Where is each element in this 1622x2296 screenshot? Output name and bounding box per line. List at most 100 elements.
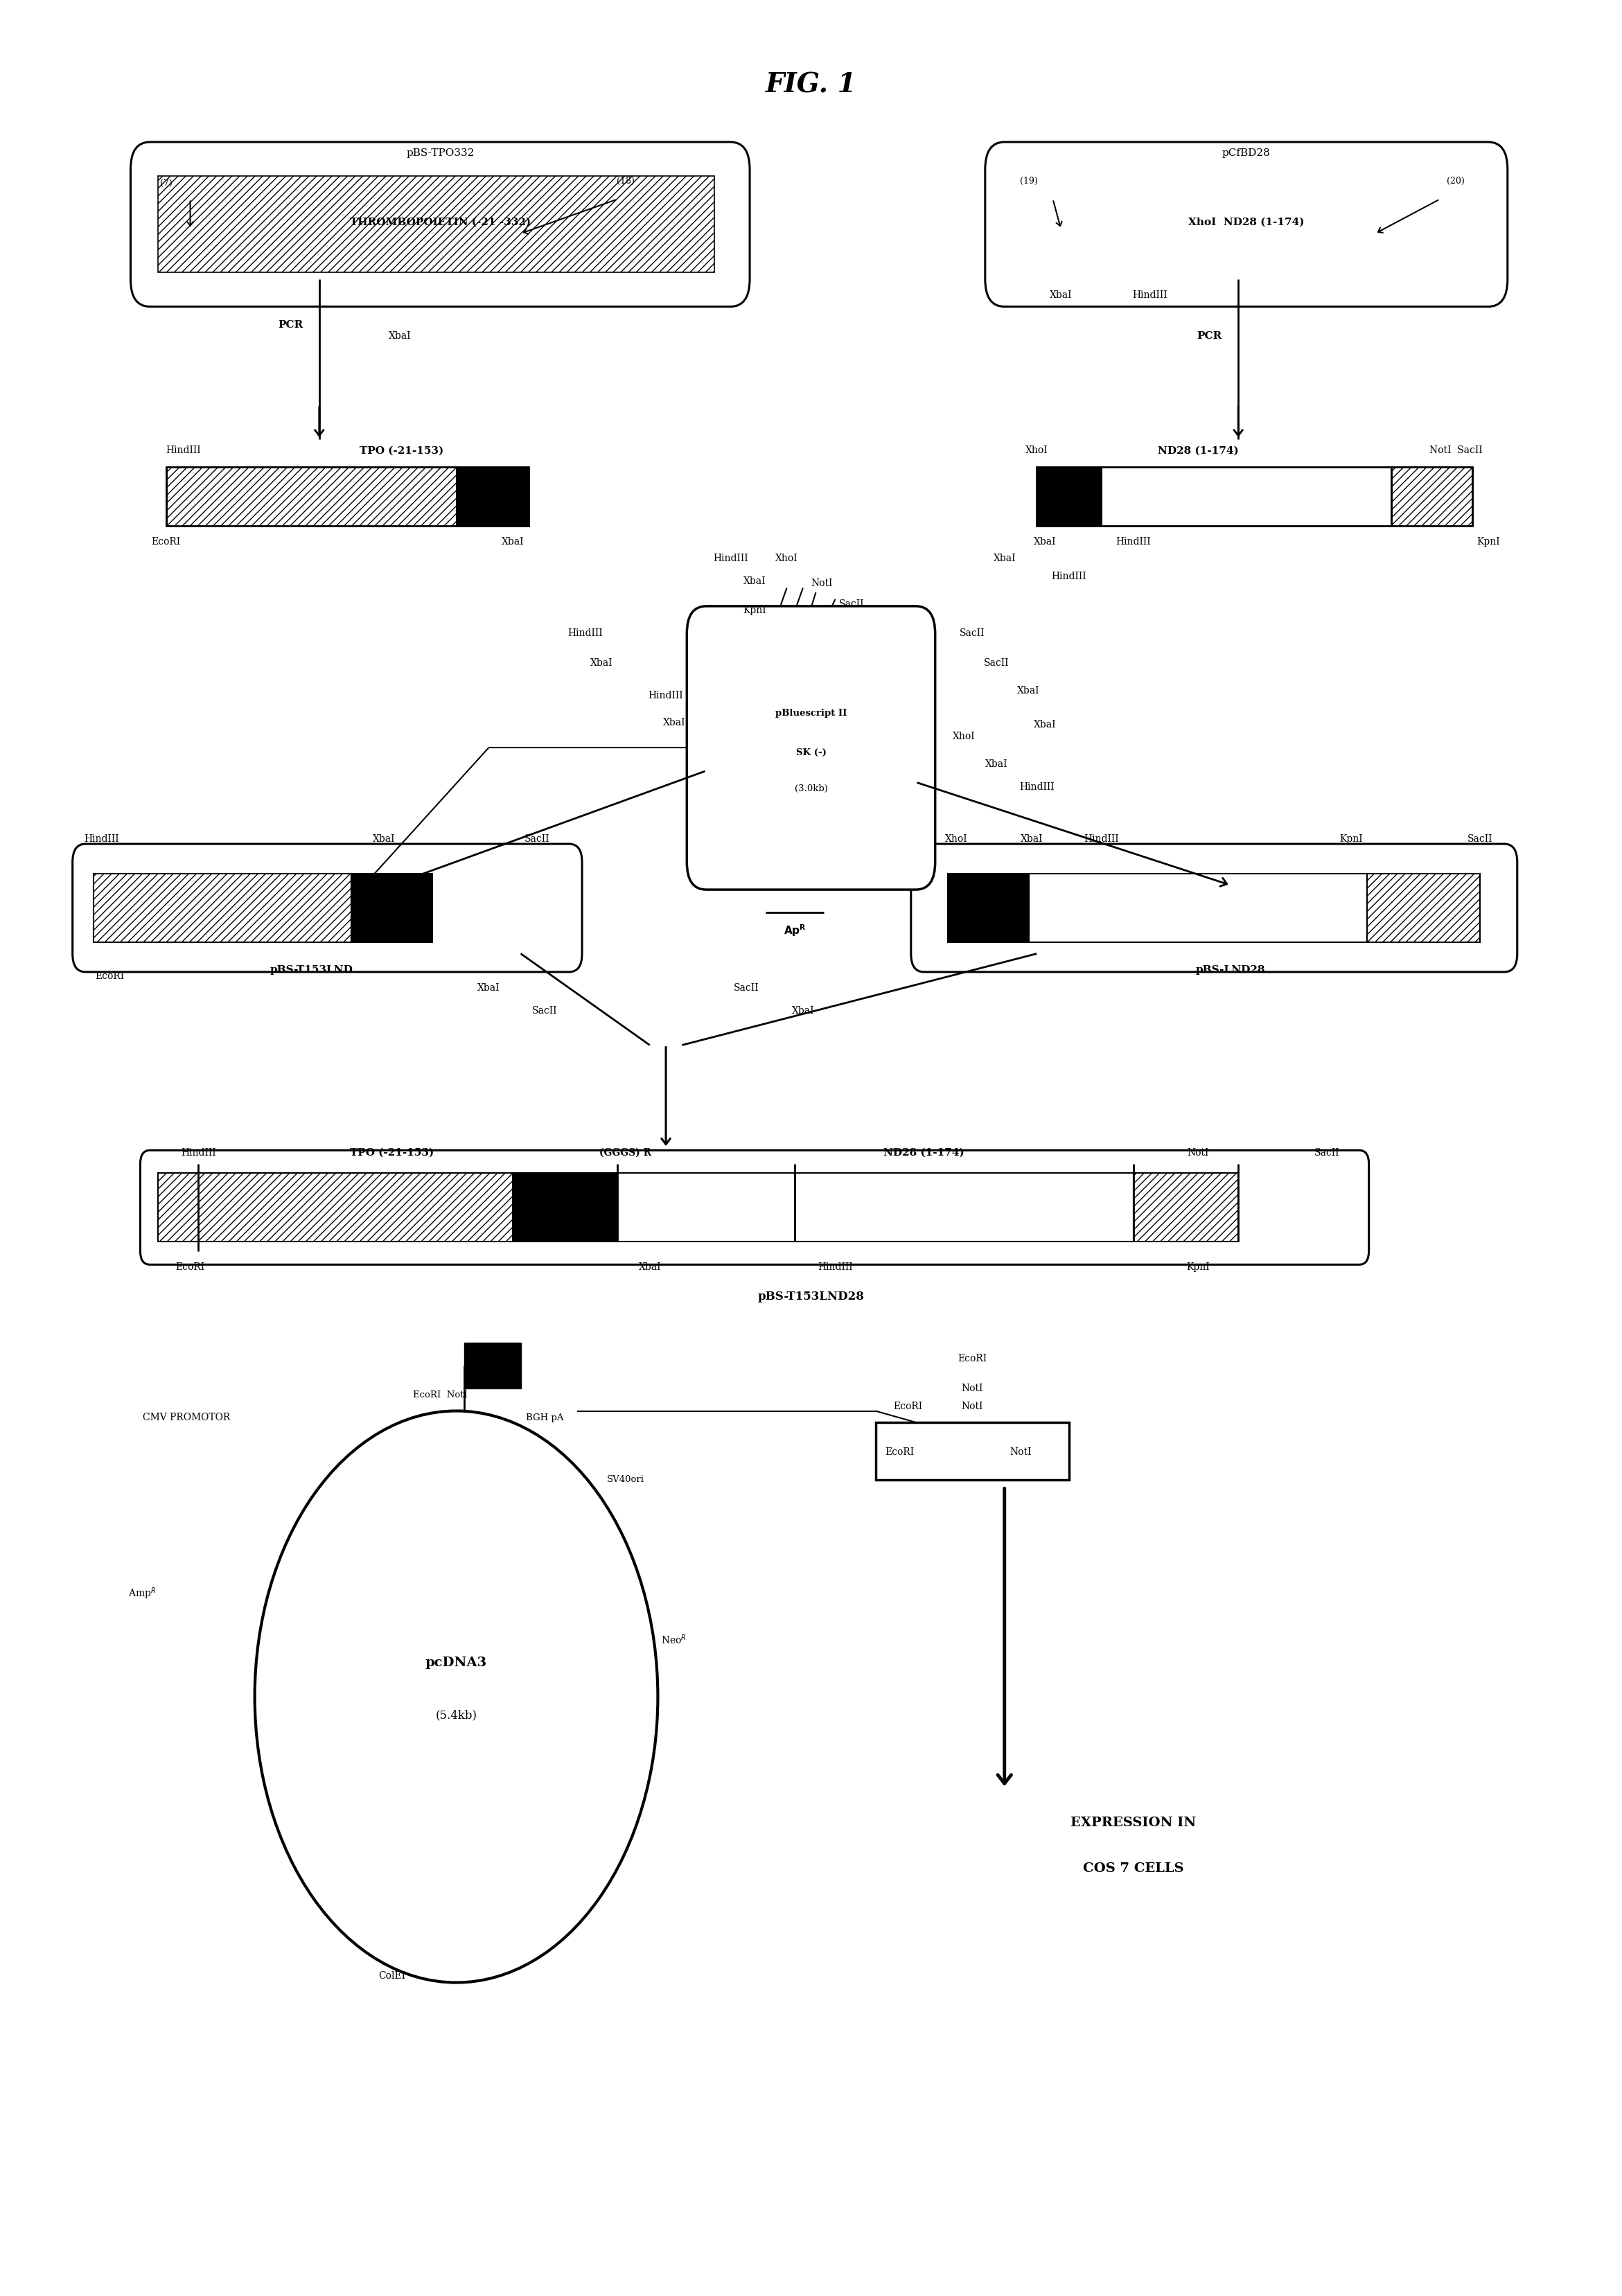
Bar <box>157 1173 513 1242</box>
Text: COS 7 CELLS: COS 7 CELLS <box>1083 1862 1184 1874</box>
Text: XhoI: XhoI <box>952 732 975 742</box>
Text: (3.0kb): (3.0kb) <box>795 785 827 794</box>
Text: (18): (18) <box>616 177 634 186</box>
Text: (19): (19) <box>1020 177 1038 186</box>
Text: XbaI: XbaI <box>639 1263 662 1272</box>
Text: NotI: NotI <box>1011 1446 1032 1458</box>
Text: NotI: NotI <box>1187 1148 1208 1157</box>
Text: XbaI: XbaI <box>477 983 500 992</box>
Text: XbaI: XbaI <box>792 1006 814 1015</box>
Bar <box>1017 177 1473 273</box>
Text: HindIII: HindIII <box>817 1263 853 1272</box>
Text: ColEI: ColEI <box>378 1970 406 1981</box>
Text: EcoRI: EcoRI <box>894 1401 923 1412</box>
Text: FIG. 1: FIG. 1 <box>766 71 856 99</box>
Text: (5.4kb): (5.4kb) <box>435 1708 477 1722</box>
Text: TPO (-21-153): TPO (-21-153) <box>350 1148 433 1157</box>
Text: (20): (20) <box>1447 177 1465 186</box>
Text: CMV PROMOTOR: CMV PROMOTOR <box>143 1412 230 1424</box>
FancyBboxPatch shape <box>139 1150 1369 1265</box>
Text: XhoI: XhoI <box>775 553 798 563</box>
Text: PCR: PCR <box>1197 331 1221 342</box>
Text: EcoRI: EcoRI <box>96 971 125 980</box>
Text: EcoRI  NotI: EcoRI NotI <box>414 1391 467 1401</box>
FancyBboxPatch shape <box>73 845 582 971</box>
Text: pcDNA3: pcDNA3 <box>425 1655 487 1669</box>
Text: pBS-TPO332: pBS-TPO332 <box>406 149 474 158</box>
Text: SacII: SacII <box>985 659 1009 668</box>
Text: NotI: NotI <box>962 1382 983 1394</box>
Text: XhoI: XhoI <box>1025 445 1048 455</box>
Text: SacII: SacII <box>960 629 985 638</box>
Text: EcoRI: EcoRI <box>886 1446 915 1458</box>
Text: SV40ori: SV40ori <box>607 1474 644 1483</box>
Text: XbaI: XbaI <box>389 331 410 342</box>
Bar <box>456 466 529 526</box>
Text: HindIII: HindIII <box>712 553 748 563</box>
Bar <box>352 875 431 941</box>
Text: SK (-): SK (-) <box>796 748 826 758</box>
Text: Amp$^R$: Amp$^R$ <box>128 1587 156 1600</box>
Text: ND28 (1-174): ND28 (1-174) <box>1158 445 1239 455</box>
Bar <box>513 1173 618 1242</box>
Text: (GGGS) R: (GGGS) R <box>600 1148 652 1157</box>
Bar <box>876 1421 1069 1479</box>
Text: KpnI: KpnI <box>743 606 766 615</box>
Text: XbaI: XbaI <box>1020 833 1043 845</box>
Text: ND28 (1-174): ND28 (1-174) <box>884 1148 965 1157</box>
Text: NotI: NotI <box>962 1401 983 1412</box>
Text: NotI  SacII: NotI SacII <box>1429 445 1483 455</box>
FancyBboxPatch shape <box>686 606 936 889</box>
Text: SacII: SacII <box>1468 833 1492 845</box>
Text: EcoRI: EcoRI <box>151 537 180 546</box>
FancyBboxPatch shape <box>912 845 1517 971</box>
Text: KpnI: KpnI <box>1186 1263 1210 1272</box>
Text: (7): (7) <box>161 179 172 188</box>
Text: $\mathbf{Ap^R}$: $\mathbf{Ap^R}$ <box>783 923 806 939</box>
Text: pBS-T153LND: pBS-T153LND <box>269 964 352 974</box>
Text: Neo$^R$: Neo$^R$ <box>662 1632 686 1646</box>
Bar <box>1392 466 1473 526</box>
Text: XhoI  ND28 (1-174): XhoI ND28 (1-174) <box>1189 218 1304 227</box>
Text: pCfBD28: pCfBD28 <box>1223 149 1270 158</box>
Text: XbaI: XbaI <box>373 833 396 845</box>
Bar <box>947 875 1028 941</box>
Text: HindIII: HindIII <box>180 1148 216 1157</box>
Text: EcoRI: EcoRI <box>175 1263 204 1272</box>
Text: XbaI: XbaI <box>993 553 1015 563</box>
Text: HindIII: HindIII <box>1051 572 1087 581</box>
Bar <box>618 1173 1134 1242</box>
Bar <box>464 1343 521 1389</box>
Text: XbaI: XbaI <box>985 760 1007 769</box>
Text: HindIII: HindIII <box>1083 833 1119 845</box>
Bar <box>157 177 714 273</box>
Text: pBS-T153LND28: pBS-T153LND28 <box>757 1290 865 1302</box>
Text: SacII: SacII <box>733 983 759 992</box>
Text: pBluescript II: pBluescript II <box>775 709 847 719</box>
Text: HindIII: HindIII <box>1116 537 1152 546</box>
Text: pBS-LND28: pBS-LND28 <box>1195 964 1265 974</box>
Text: XbaI: XbaI <box>743 576 766 585</box>
Bar <box>94 875 352 941</box>
Bar <box>1134 1173 1238 1242</box>
Bar <box>1101 466 1392 526</box>
Text: SacII: SacII <box>524 833 550 845</box>
Bar <box>1367 875 1481 941</box>
Text: EXPRESSION IN: EXPRESSION IN <box>1071 1816 1197 1828</box>
Text: BGH pA: BGH pA <box>526 1414 564 1421</box>
Bar <box>1028 875 1367 941</box>
Text: THROMBOPOIETIN (-21 -332): THROMBOPOIETIN (-21 -332) <box>350 218 530 227</box>
Text: XbaI: XbaI <box>590 659 613 668</box>
FancyBboxPatch shape <box>131 142 749 308</box>
Bar <box>165 466 456 526</box>
Text: XhoI: XhoI <box>944 833 967 845</box>
Text: HindIII: HindIII <box>1132 289 1168 301</box>
Text: SacII: SacII <box>532 1006 558 1015</box>
Text: NotI: NotI <box>811 579 832 588</box>
Text: XbaI: XbaI <box>1049 289 1072 301</box>
Text: XbaI: XbaI <box>501 537 524 546</box>
Text: XbaI: XbaI <box>1033 721 1056 730</box>
Text: XbaI: XbaI <box>663 719 684 728</box>
Text: EcoRI: EcoRI <box>957 1355 986 1364</box>
Text: SacII: SacII <box>1314 1148 1340 1157</box>
